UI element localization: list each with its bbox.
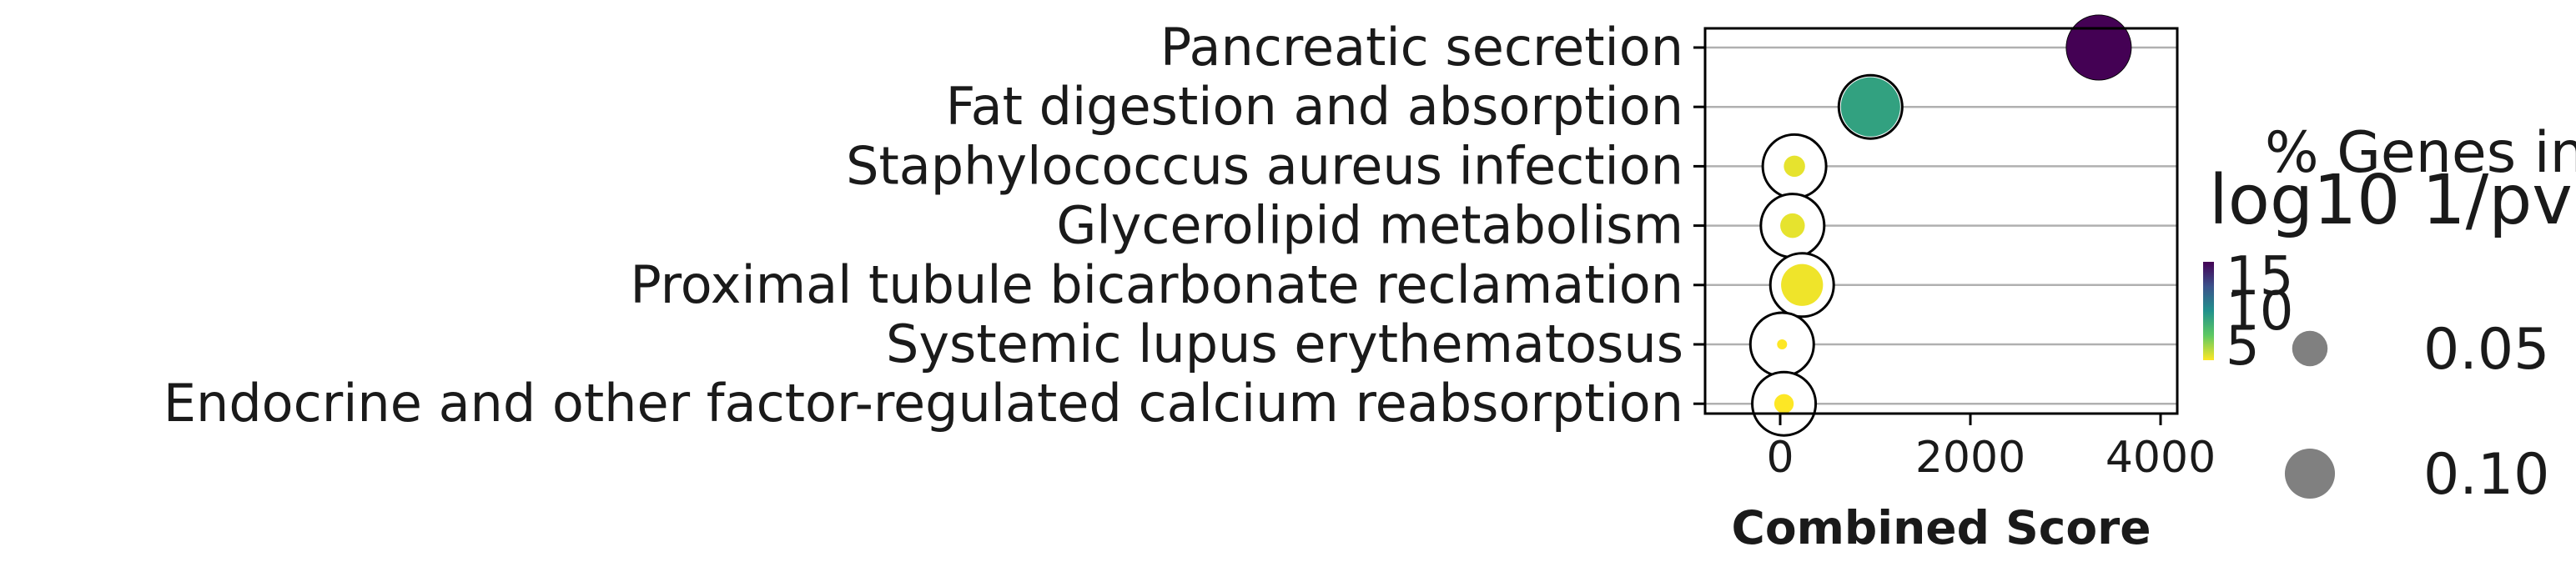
x-ticks: 0 2000 4000 bbox=[1766, 414, 2216, 483]
colorbar-tick-label: 10 bbox=[2226, 281, 2293, 343]
y-tick-label: Endocrine and other factor-regulated cal… bbox=[164, 373, 1683, 434]
point bbox=[1840, 77, 1900, 137]
point bbox=[2066, 15, 2131, 80]
size-legend-label: 0.05 bbox=[2423, 317, 2549, 383]
y-tick-label: Fat digestion and absorption bbox=[946, 76, 1683, 137]
colorbar-tick-label: 5 bbox=[2226, 316, 2260, 378]
point bbox=[1781, 263, 1824, 306]
point bbox=[1784, 155, 1805, 178]
x-axis-label: Combined Score bbox=[1731, 501, 2151, 554]
y-tick-label: Staphylococcus aureus infection bbox=[846, 135, 1683, 196]
colorbar-title: log10 1/pval bbox=[2209, 161, 2576, 240]
size-legend-marker bbox=[2292, 330, 2328, 367]
y-tick-label: Systemic lupus erythematosus bbox=[886, 314, 1683, 374]
x-tick-label: 4000 bbox=[2106, 433, 2216, 483]
size-legend: 0.05 0.10 bbox=[2284, 317, 2549, 508]
plot-frame bbox=[1703, 27, 2179, 415]
x-tick-label: 0 bbox=[1766, 433, 1794, 483]
point bbox=[1780, 213, 1805, 238]
size-legend-label: 0.10 bbox=[2423, 442, 2549, 508]
colorbar bbox=[2203, 262, 2214, 360]
y-tick-label: Proximal tubule bicarbonate reclamation bbox=[630, 254, 1683, 315]
y-tick-label: Pancreatic secretion bbox=[1160, 17, 1683, 78]
data-points bbox=[1748, 14, 2132, 437]
colorbar-tick-label: 15 bbox=[2226, 246, 2293, 308]
size-legend-marker bbox=[2284, 448, 2336, 499]
size-legend-title: % Genes in set bbox=[2265, 120, 2576, 186]
point bbox=[1774, 394, 1794, 414]
x-tick-label: 2000 bbox=[1915, 433, 2025, 483]
y-tick-label: Glycerolipid metabolism bbox=[1056, 195, 1683, 256]
point bbox=[1777, 339, 1788, 350]
